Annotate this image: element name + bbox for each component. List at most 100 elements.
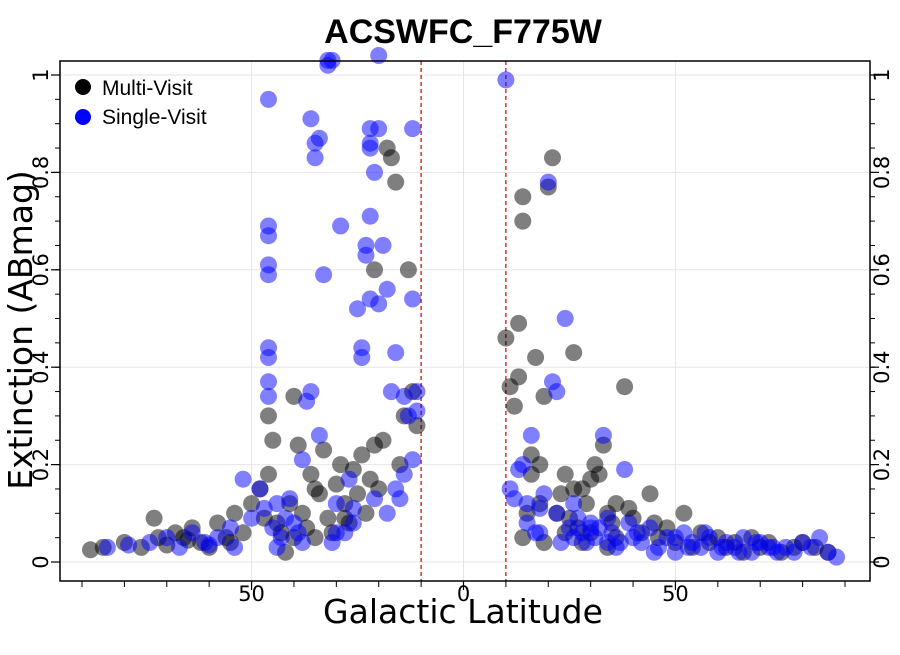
- data-point-0-0: [82, 541, 99, 559]
- data-point-1-8: [221, 519, 239, 537]
- data-point-0-100: [675, 504, 693, 522]
- data-point-1-151: [747, 534, 765, 551]
- grid: [60, 61, 870, 581]
- plot-frame: [59, 60, 871, 582]
- y-left-tick-label-1: 0.2: [29, 448, 53, 481]
- data-point-1-92: [535, 485, 553, 503]
- data-point-0-41: [349, 485, 366, 503]
- data-point-0-67: [514, 188, 532, 206]
- data-point-1-145: [645, 543, 663, 561]
- axis-ticks: 50 0 50 0 0 0.2 0.2 0.4 0.4 0.6 0.6 0.8 0.8 1 1: [29, 68, 894, 606]
- data-point-1-62: [387, 344, 405, 362]
- data-point-1-87: [514, 456, 532, 474]
- data-point-0-57: [285, 387, 303, 405]
- data-point-1-10: [243, 509, 261, 527]
- data-point-1-66: [404, 120, 422, 138]
- data-point-0-75: [544, 149, 561, 167]
- data-point-1-152: [764, 538, 782, 556]
- data-point-0-78: [556, 465, 574, 483]
- data-point-1-79: [226, 538, 244, 556]
- data-point-0-50: [382, 149, 400, 167]
- data-point-1-61: [382, 383, 400, 401]
- data-point-1-140: [565, 495, 583, 513]
- data-point-1-83: [497, 71, 515, 89]
- data-point-1-76: [327, 524, 345, 542]
- data-point-0-54: [399, 261, 417, 279]
- y-left-tick-label-2: 0.4: [29, 350, 53, 383]
- data-point-1-148: [696, 524, 714, 542]
- y-left-tick-label-4: 0.8: [29, 156, 53, 189]
- data-point-1-141: [582, 519, 600, 537]
- data-point-1-35: [310, 129, 328, 147]
- reference-lines: [420, 61, 507, 581]
- data-point-0-65: [510, 314, 528, 332]
- data-point-0-83: [577, 495, 595, 513]
- chart-title: ACSWFC_F775W: [324, 13, 603, 51]
- data-point-0-12: [209, 514, 227, 532]
- legend: Multi-Visit Single-Visit: [75, 77, 207, 129]
- data-point-0-66: [510, 368, 528, 386]
- data-point-0-36: [327, 475, 345, 493]
- data-point-0-51: [387, 173, 405, 191]
- data-point-1-67: [404, 290, 422, 308]
- data-point-1-70: [404, 451, 422, 469]
- data-point-0-71: [527, 349, 545, 366]
- data-point-1-146: [666, 529, 684, 547]
- y-right-tick-label-3: 0.6: [870, 253, 894, 286]
- data-point-1-9: [234, 470, 252, 488]
- data-point-1-56: [366, 163, 383, 181]
- data-point-1-149: [713, 538, 731, 556]
- data-point-0-48: [374, 431, 392, 449]
- data-point-0-91: [616, 378, 634, 396]
- data-point-1-137: [518, 495, 536, 513]
- y-right-tick-label-4: 0.8: [870, 156, 894, 189]
- data-point-1-42: [332, 217, 350, 235]
- data-point-1-69: [408, 402, 426, 420]
- data-point-1-143: [611, 534, 629, 551]
- data-point-1-80: [200, 536, 218, 554]
- data-point-1-37: [315, 266, 333, 284]
- data-point-1-17: [260, 266, 277, 284]
- data-point-1-142: [599, 509, 617, 527]
- data-point-0-124: [531, 456, 549, 474]
- data-point-1-97: [556, 310, 574, 327]
- data-point-1-5: [183, 524, 201, 542]
- data-point-1-68: [408, 383, 426, 401]
- data-point-1-41: [327, 495, 345, 513]
- data-point-1-50: [357, 246, 375, 264]
- data-point-1-75: [344, 514, 362, 532]
- data-point-0-42: [353, 446, 371, 464]
- data-point-0-125: [607, 495, 625, 513]
- data-point-1-138: [531, 524, 549, 542]
- data-point-1-93: [539, 173, 557, 191]
- data-point-1-32: [302, 110, 320, 128]
- data-point-0-95: [641, 485, 659, 503]
- data-point-1-48: [353, 349, 371, 366]
- data-point-1-77: [293, 534, 311, 551]
- x-tick-label-2: 50: [662, 582, 689, 606]
- series-single-visit: [98, 47, 845, 566]
- data-point-1-139: [548, 504, 566, 522]
- data-point-0-58: [306, 480, 324, 498]
- data-point-1-15: [260, 227, 277, 245]
- data-point-1-78: [268, 538, 286, 556]
- data-point-1-19: [260, 349, 277, 366]
- data-point-1-134: [811, 529, 829, 547]
- data-point-1-3: [158, 529, 176, 547]
- data-point-1-11: [251, 480, 269, 498]
- data-point-1-44: [340, 470, 358, 488]
- data-point-0-14: [226, 504, 244, 522]
- data-point-1-29: [293, 451, 311, 469]
- data-point-1-136: [828, 548, 845, 566]
- data-point-1-34: [306, 149, 324, 167]
- data-point-1-26: [281, 490, 299, 508]
- data-point-1-31: [302, 383, 320, 401]
- data-point-0-64: [505, 397, 523, 415]
- data-point-0-19: [260, 465, 277, 483]
- data-point-1-95: [548, 383, 566, 401]
- data-point-0-68: [514, 212, 532, 230]
- data-point-0-20: [260, 407, 277, 425]
- legend-label-multi-visit: Multi-Visit: [102, 77, 193, 100]
- data-point-0-21: [264, 431, 282, 449]
